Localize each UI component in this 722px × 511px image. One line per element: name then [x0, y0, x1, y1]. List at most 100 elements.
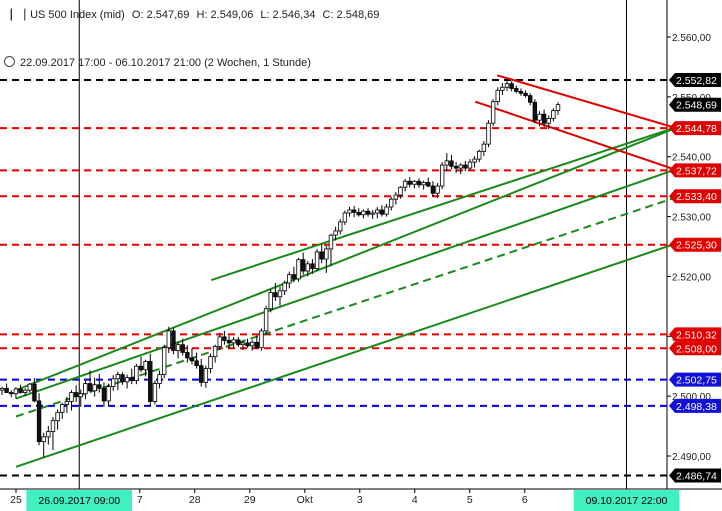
candle-up	[55, 411, 60, 422]
candle-up	[124, 377, 130, 383]
candle-down	[514, 88, 519, 92]
candle-up	[328, 234, 334, 250]
candle-down	[236, 339, 241, 346]
candle-up	[111, 378, 116, 387]
time-marker-label: 09.10.2017 22:00	[586, 495, 668, 507]
candle-up	[490, 101, 496, 124]
candle-up	[60, 404, 65, 413]
price-tick-label: 2.530,00	[672, 213, 711, 224]
candle-up	[504, 83, 510, 88]
close-value: C: 2.548,69	[322, 9, 380, 21]
candle-up	[13, 388, 19, 395]
time-marker-tag	[573, 490, 680, 511]
candle-up	[46, 431, 51, 438]
candle-down	[541, 113, 547, 124]
time-tick-label: Okt	[297, 494, 313, 506]
candle-up	[314, 251, 320, 270]
candle-up	[472, 158, 477, 163]
candle-up	[92, 384, 97, 392]
price-tag-label: 2.525,30	[676, 240, 717, 252]
candle-up	[208, 356, 213, 370]
candle-up	[333, 230, 338, 236]
candle-up	[277, 290, 283, 298]
candle-down	[4, 387, 9, 393]
price-tag	[669, 341, 721, 356]
candle-up	[78, 393, 83, 398]
resistance-trend-line	[474, 100, 677, 171]
candle-up	[212, 346, 218, 358]
candle-down	[138, 365, 144, 371]
price-tag-label: 2.544,78	[676, 123, 717, 135]
candle-up	[477, 150, 482, 160]
candle-down	[185, 352, 190, 359]
price-tag-label: 2.548,69	[676, 100, 717, 112]
candle-down	[18, 388, 23, 393]
time-marker-label: 26.09.2017 09:00	[38, 495, 120, 507]
time-tick-label: 3	[357, 494, 363, 506]
candle-up	[388, 198, 394, 208]
candle-down	[453, 165, 459, 169]
candle-up	[240, 342, 246, 346]
candle-up	[27, 383, 32, 391]
candle-up	[361, 210, 366, 216]
candle-up	[157, 374, 162, 384]
candle-up	[115, 374, 121, 380]
candle-up	[0, 387, 5, 391]
candle-up	[467, 161, 473, 169]
resistance-trend-line	[496, 74, 677, 129]
candle-down	[528, 95, 533, 103]
time-tick-label: 29	[244, 494, 256, 506]
price-tag	[669, 163, 721, 178]
clock-icon	[4, 56, 15, 67]
candle-up	[412, 180, 417, 185]
candle-down	[36, 400, 42, 443]
candle-up	[500, 86, 505, 91]
candle-down	[356, 211, 361, 216]
candle-up	[338, 221, 343, 232]
candle-down	[407, 180, 412, 185]
price-tag	[669, 327, 721, 342]
candle-up	[375, 209, 380, 214]
candle-down	[148, 361, 153, 402]
candle-up	[421, 182, 426, 186]
price-tick-label: 2.560,00	[672, 33, 711, 44]
candle-down	[226, 340, 232, 344]
candle-down	[449, 160, 454, 167]
candle-up	[342, 212, 348, 223]
time-tick-label: 7	[137, 494, 143, 506]
open-value: O: 2.547,69	[131, 9, 190, 21]
candle-up	[41, 436, 46, 443]
instrument-name: US 500 Index (mid)	[30, 9, 125, 21]
candle-up	[231, 339, 236, 344]
candle-down	[222, 336, 227, 341]
candle-up	[259, 330, 264, 349]
price-tick-label: 2.500,00	[672, 392, 711, 403]
candle-down	[254, 341, 260, 349]
candle-down	[97, 384, 102, 389]
candle-up	[287, 274, 292, 284]
price-tag	[669, 468, 721, 483]
price-tag-label: 2.510,32	[676, 329, 717, 341]
candle-down	[518, 91, 524, 94]
date-range: 22.09.2017 17:00 - 06.10.2017 21:00	[20, 57, 202, 69]
candle-down	[379, 209, 385, 215]
time-marker-tag	[26, 490, 133, 511]
candle-down	[73, 392, 79, 398]
candle-up	[444, 160, 449, 166]
high-value: H: 2.549,06	[196, 9, 254, 21]
price-tag	[669, 189, 721, 204]
chart-header: ▕▏▕ US 500 Index (mid) O: 2.547,69 H: 2.5…	[4, 9, 383, 21]
candle-down	[189, 357, 195, 362]
candle-up	[439, 164, 445, 187]
price-tag-label: 2.533,40	[676, 191, 717, 203]
candle-up	[546, 118, 551, 124]
price-tag	[669, 372, 721, 387]
price-tag-label: 2.552,82	[676, 75, 717, 87]
candle-up	[481, 143, 487, 152]
candle-down	[532, 101, 538, 121]
candle-down	[101, 387, 107, 402]
time-tick-label: 4	[412, 494, 418, 506]
price-tick-label: 2.540,00	[672, 153, 711, 164]
price-tag-label: 2.486,74	[676, 471, 717, 483]
